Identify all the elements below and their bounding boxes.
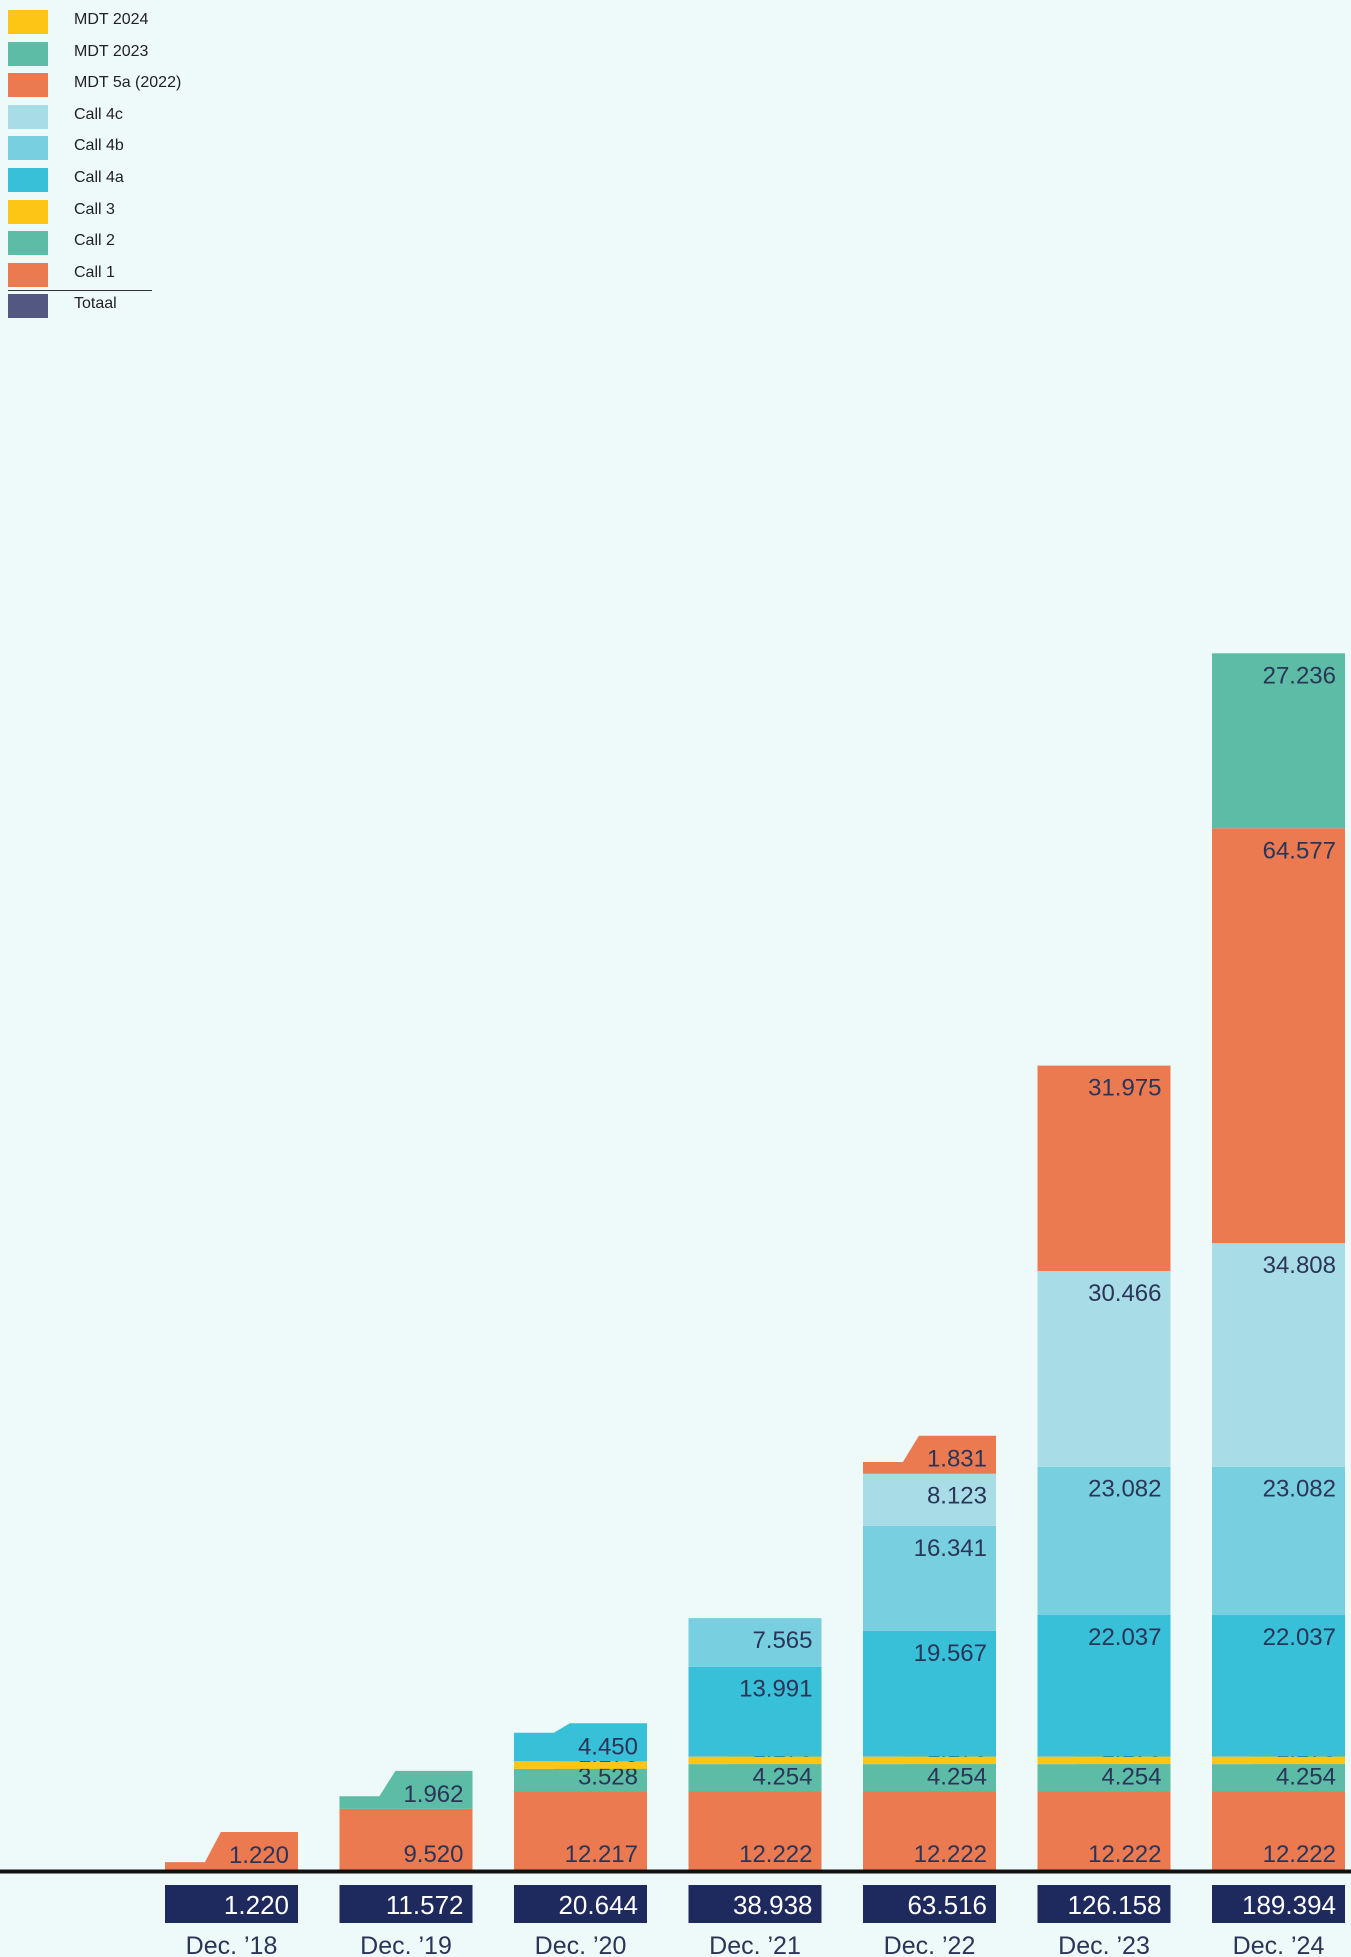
total-label: 126.158 [1068, 1890, 1162, 1920]
bar-segment-call-4b [1212, 1466, 1345, 1616]
total-box [1037, 1885, 1171, 1923]
data-label: 4.254 [752, 1763, 812, 1790]
x-tick-label: Dec. ’21 [709, 1932, 801, 1957]
data-label: 12.222 [1263, 1841, 1336, 1868]
legend-swatch [8, 262, 48, 287]
total-label: 38.938 [733, 1890, 813, 1920]
x-tick-label: Dec. ’19 [360, 1932, 452, 1957]
x-tick-label: Dec. ’18 [186, 1932, 278, 1957]
data-label: 23.082 [1263, 1476, 1336, 1503]
data-label: 4.254 [1276, 1763, 1336, 1790]
data-label: 30.466 [1088, 1280, 1161, 1307]
data-label: 34.808 [1263, 1252, 1336, 1279]
legend-swatch [8, 136, 48, 161]
total-box [1212, 1885, 1345, 1923]
legend-swatch [8, 73, 48, 98]
total-box [339, 1885, 473, 1923]
data-label: 8.123 [927, 1483, 987, 1510]
legend-label: Totaal [74, 295, 117, 313]
bar-segment-call-4c [1212, 1243, 1345, 1467]
legend-swatch [8, 294, 48, 319]
legend-separator [8, 289, 152, 291]
legend-label: Call 2 [74, 232, 115, 250]
legend-label: Call 4c [74, 105, 123, 123]
legend-label: Call 4b [74, 137, 124, 155]
legend-swatch [8, 231, 48, 256]
data-label: 12.222 [914, 1841, 987, 1868]
legend-swatch [8, 167, 48, 192]
data-label: 4.450 [578, 1733, 638, 1760]
data-label: 4.254 [1101, 1763, 1161, 1790]
bar-segment-mdt-5a-2022 [1212, 828, 1345, 1244]
data-label: 12.222 [739, 1841, 812, 1868]
data-label: 13.991 [739, 1676, 812, 1703]
bar-segment-call-4a [688, 1666, 822, 1757]
bar-segment-call-1 [1212, 1791, 1345, 1870]
bar-segment-mdt-5a-2022 [1037, 1065, 1171, 1272]
bar-segment-call-4a [863, 1630, 996, 1757]
data-label: 7.565 [752, 1627, 812, 1654]
x-tick-label: Dec. ’23 [1058, 1932, 1150, 1957]
bar-segment-call-4c [1037, 1271, 1171, 1467]
data-label: 27.236 [1263, 662, 1336, 689]
total-label: 1.220 [224, 1890, 289, 1920]
legend-swatch [8, 10, 48, 34]
legend-label: Call 3 [74, 200, 115, 218]
legend-swatch [8, 41, 48, 66]
bar-segment-call-1 [514, 1791, 647, 1870]
data-label: 4.254 [927, 1763, 987, 1790]
x-tick-label: Dec. ’20 [535, 1932, 627, 1957]
total-box [165, 1885, 298, 1923]
legend-label: MDT 5a (2022) [74, 74, 182, 92]
bar-segment-call-4b [863, 1525, 996, 1631]
legend-swatch [8, 199, 48, 224]
x-tick-label: Dec. ’24 [1233, 1932, 1325, 1957]
total-label: 189.394 [1242, 1890, 1336, 1920]
data-label: 23.082 [1088, 1476, 1161, 1503]
legend-label: MDT 2023 [74, 42, 149, 60]
bar-segment-call-1 [1037, 1791, 1171, 1870]
bar-segment-call-4b [688, 1618, 822, 1667]
data-label: 1.831 [927, 1446, 987, 1473]
total-box [863, 1885, 996, 1923]
x-tick-label: Dec. ’22 [884, 1932, 976, 1957]
data-label: 12.222 [1088, 1841, 1161, 1868]
total-label: 20.644 [558, 1890, 638, 1920]
bar-segment-call-1 [339, 1808, 473, 1870]
data-label: 1.220 [229, 1842, 289, 1869]
data-label: 16.341 [914, 1535, 987, 1562]
legend-label: Call 4a [74, 168, 124, 186]
legend-label: MDT 2024 [74, 11, 149, 28]
data-label: 19.567 [914, 1640, 987, 1667]
bar-segment-mdt-5a-2022 [863, 1435, 996, 1474]
total-label: 63.516 [907, 1890, 987, 1920]
bar-segment-call-4a [514, 1723, 647, 1762]
bar-segment-call-1 [688, 1791, 822, 1870]
data-label: 31.975 [1088, 1075, 1161, 1102]
data-label: 12.217 [565, 1841, 638, 1868]
bar-segment-call-4a [1212, 1615, 1345, 1757]
bar-segment-call-4a [1037, 1615, 1171, 1757]
bar-segment-call-1 [863, 1791, 996, 1870]
bar-segment-call-1 [165, 1832, 298, 1870]
legend-label: Call 1 [74, 263, 115, 281]
data-label: 64.577 [1263, 837, 1336, 864]
data-label: 9.520 [403, 1841, 463, 1868]
total-box [688, 1885, 822, 1923]
total-label: 11.572 [386, 1890, 464, 1920]
bar-segment-mdt-2023 [1212, 653, 1345, 829]
data-label: 22.037 [1263, 1624, 1336, 1651]
data-label: 22.037 [1088, 1624, 1161, 1651]
bar-segment-call-2 [339, 1770, 473, 1809]
data-label: 1.962 [403, 1781, 463, 1808]
legend-swatch [8, 104, 48, 129]
bar-segment-call-4b [1037, 1466, 1171, 1616]
total-box [514, 1885, 647, 1923]
bar-segment-call-4c [863, 1473, 996, 1526]
